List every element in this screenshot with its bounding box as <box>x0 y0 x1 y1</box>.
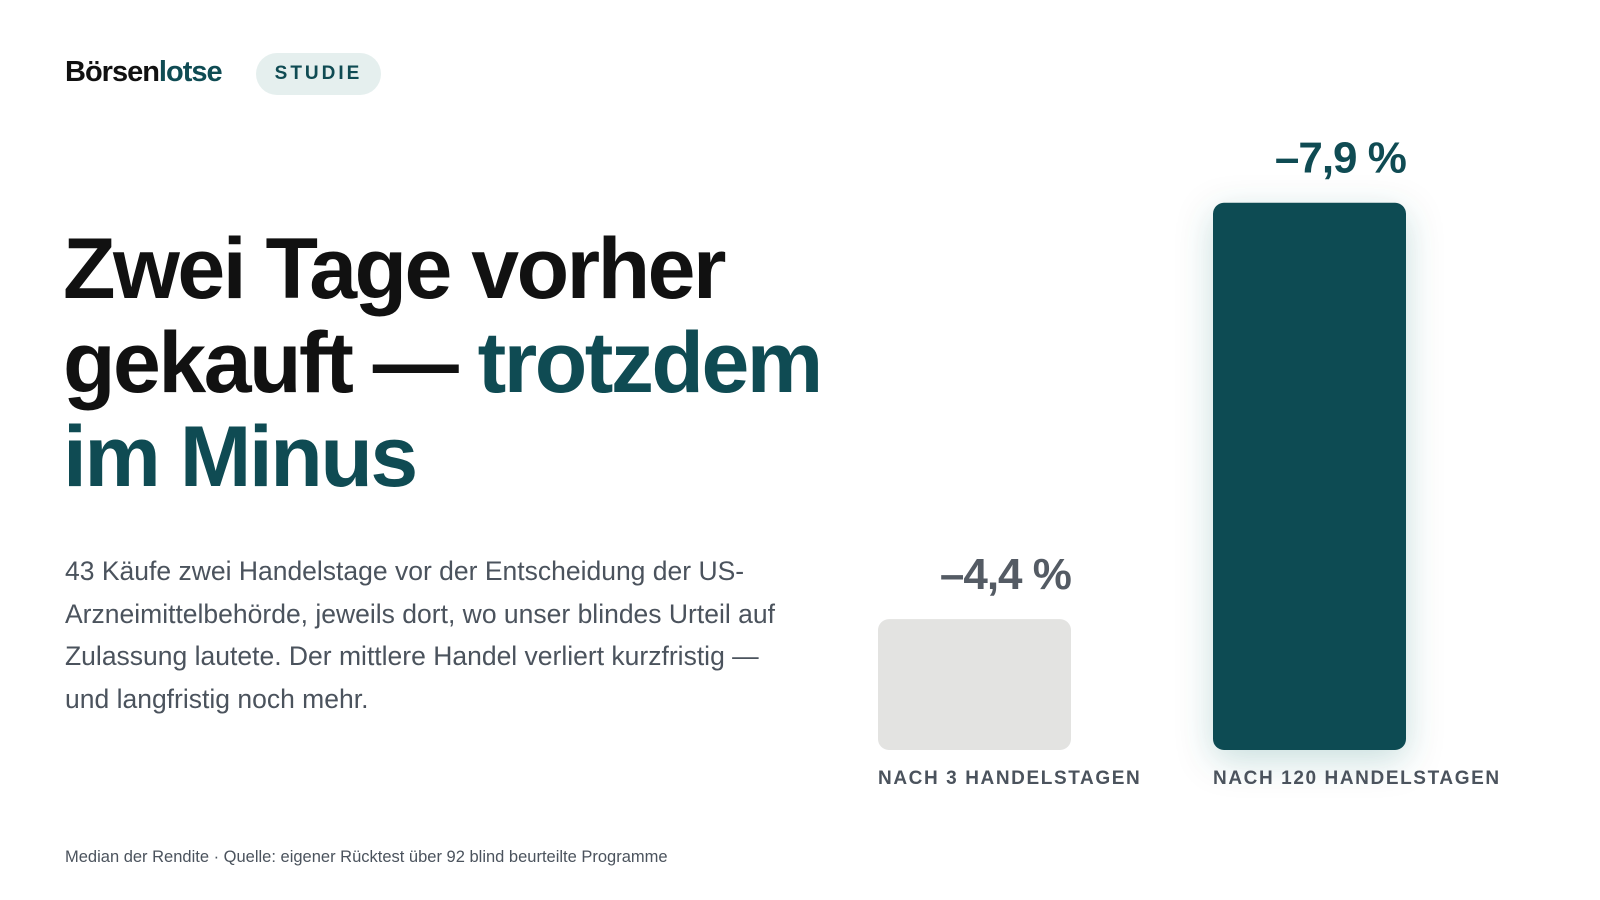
headline-part: trotzdem <box>477 315 824 411</box>
category-label: NACH 3 HANDELSTAGEN <box>878 768 1141 789</box>
body-text: 43 Käufe zwei Handelstage vor der Entsch… <box>65 556 775 714</box>
brand-part: lotse <box>158 56 223 88</box>
brand: Börsenlotse <box>65 56 223 89</box>
bar <box>1213 202 1406 750</box>
headline-part: gekauft — <box>63 315 459 411</box>
headline-part: im Minus <box>63 409 418 505</box>
footnote: Median der Rendite · Quelle: eigener Rüc… <box>65 848 668 866</box>
headline-part: Zwei Tage vorher <box>63 221 726 317</box>
headline: Zwei Tage vorher gekauft — trotzdem im M… <box>63 221 824 505</box>
value-label: –7,9 % <box>1275 133 1406 182</box>
bar <box>878 619 1071 750</box>
value-label: –4,4 % <box>940 550 1071 599</box>
brand-part: Börsen <box>65 56 160 88</box>
category-label: NACH 120 HANDELSTAGEN <box>1213 768 1501 789</box>
badge: STUDIE <box>256 53 381 95</box>
